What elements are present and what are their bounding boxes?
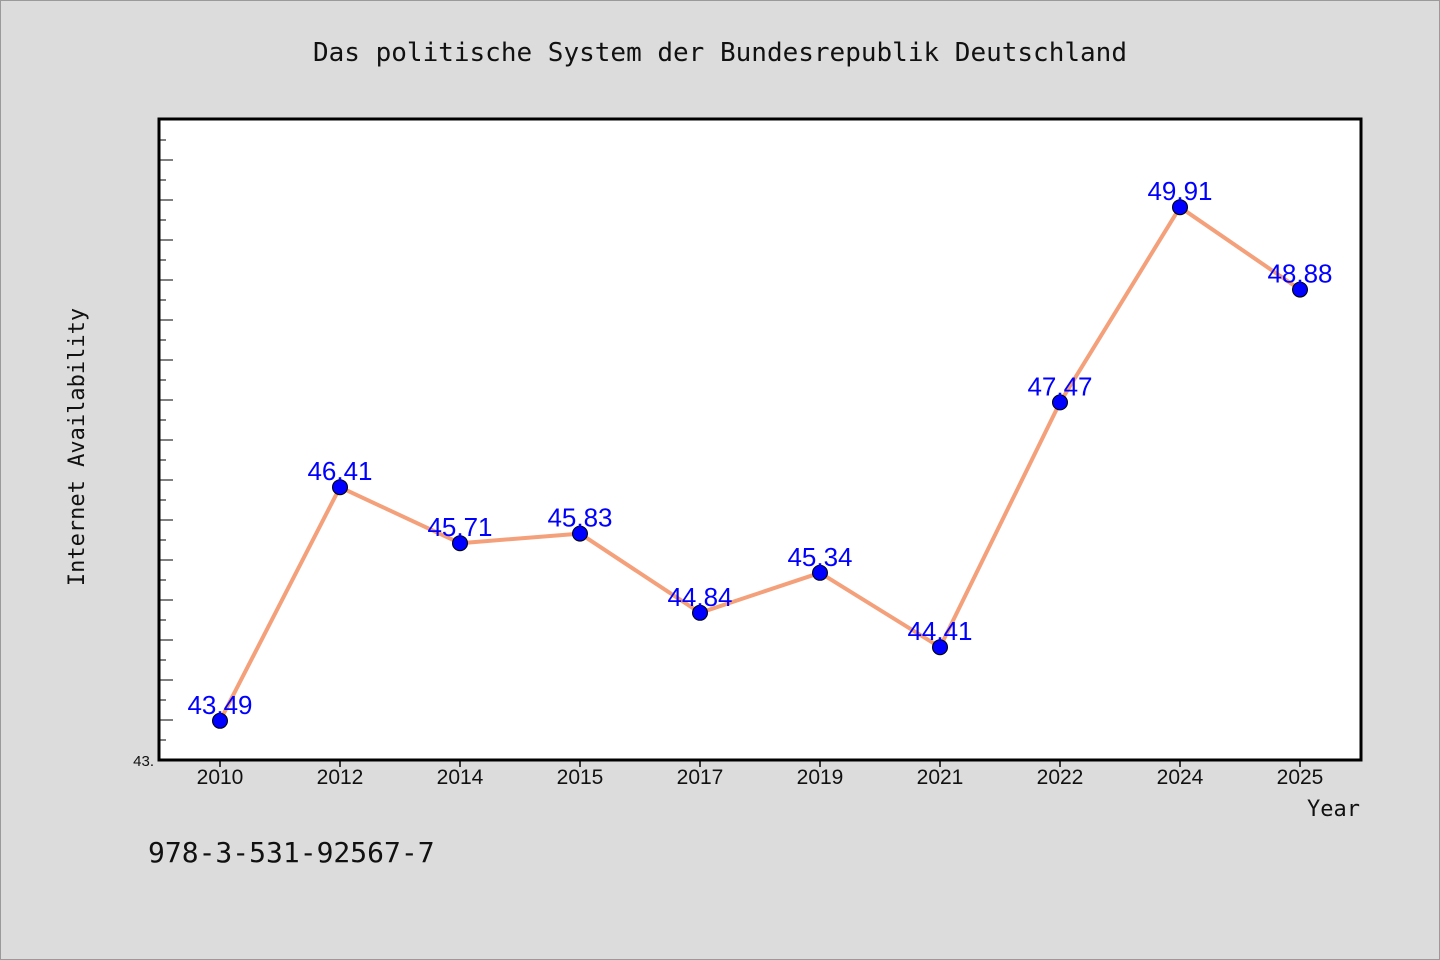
chart-title: Das politische System der Bundesrepublik… [313,38,1127,68]
data-label: 43.49 [187,690,252,720]
y-axis-label: Internet Availability [65,308,90,586]
y-tick-label: 43. [133,753,154,770]
data-point-marker [932,639,948,656]
data-point-marker [812,564,828,581]
data-point-marker [332,479,348,496]
x-tick-label: 2021 [917,766,964,789]
data-label: 46.41 [307,456,372,486]
data-point-marker [212,712,228,729]
x-tick-label: 2022 [1037,766,1084,789]
data-point-marker [1052,394,1068,411]
data-label: 45.34 [787,542,852,572]
x-tick-label: 2014 [437,766,484,789]
x-tick-label: 2019 [797,766,844,789]
plot-area [157,117,1363,762]
series-line [218,205,1302,722]
x-axis-ticks: 2010 2012 2014 2015 2017 2019 2021 2022 2024 2025 [197,760,1324,789]
y-axis-ticks [160,119,173,761]
x-tick-label: 2017 [677,766,724,789]
data-label: 44.41 [907,616,972,646]
data-label: 45.71 [427,512,492,542]
data-label: 47.47 [1027,371,1092,401]
x-tick-label: 2015 [557,766,604,789]
data-label: 49.91 [1147,176,1212,206]
data-label: 45.83 [547,503,612,533]
data-point-marker [1172,199,1188,216]
footnote-isbn: 978-3-531-92567-7 [148,836,435,869]
data-label: 48.88 [1267,259,1332,289]
x-tick-label: 2025 [1277,766,1324,789]
x-axis-label: Year [1307,797,1360,822]
data-point-marker [1292,281,1308,298]
data-point-marker [572,525,588,542]
data-label: 44.84 [667,582,732,612]
x-tick-label: 2010 [197,766,244,789]
x-tick-label: 2012 [317,766,364,789]
series-group: 43.49 46.41 45.71 45.83 44.84 45.34 44.41 47.47… [187,176,1333,729]
data-point-marker [452,535,468,552]
data-point-marker [692,604,708,621]
x-tick-label: 2024 [1157,766,1204,789]
